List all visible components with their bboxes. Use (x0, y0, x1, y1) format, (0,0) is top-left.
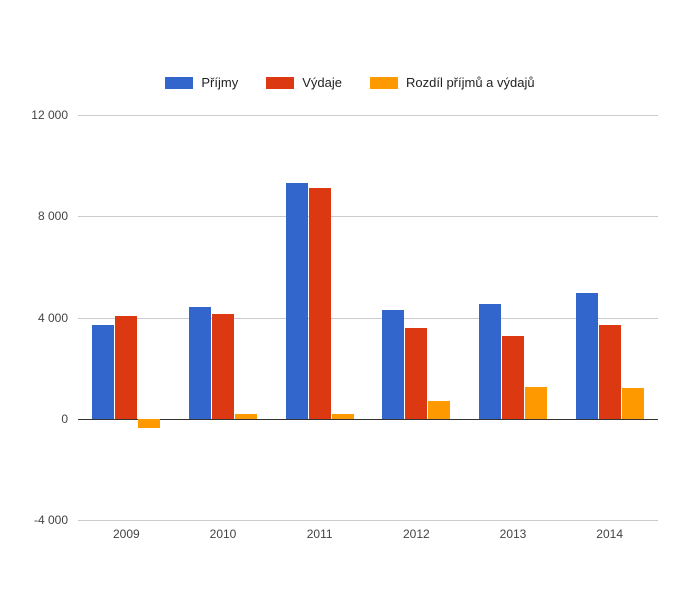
bar (502, 336, 524, 418)
y-axis-tick-label: 4 000 (8, 311, 68, 325)
baseline (78, 419, 658, 420)
bar (189, 307, 211, 418)
bar (332, 414, 354, 419)
y-axis-tick-label: 8 000 (8, 209, 68, 223)
x-axis-tick-label: 2011 (307, 527, 333, 541)
bar (428, 401, 450, 419)
x-axis-tick-label: 2009 (113, 527, 140, 541)
chart-legend: Příjmy Výdaje Rozdíl příjmů a výdajů (0, 75, 700, 90)
bar (309, 188, 331, 418)
x-axis-tick-label: 2014 (596, 527, 623, 541)
bar (479, 304, 501, 419)
gridline (78, 318, 658, 319)
gridline (78, 520, 658, 521)
bar (599, 325, 621, 419)
legend-swatch (165, 77, 193, 89)
legend-item: Výdaje (266, 75, 342, 90)
bar (212, 314, 234, 419)
x-axis-tick-label: 2010 (210, 527, 237, 541)
gridline (78, 115, 658, 116)
x-axis-tick-label: 2012 (403, 527, 430, 541)
y-axis-tick-label: 12 000 (8, 108, 68, 122)
gridline (78, 216, 658, 217)
bar (235, 414, 257, 419)
bar (382, 310, 404, 419)
x-axis-tick-label: 2013 (500, 527, 527, 541)
legend-label: Příjmy (201, 75, 238, 90)
bar (622, 388, 644, 418)
legend-label: Rozdíl příjmů a výdajů (406, 75, 535, 90)
legend-item: Příjmy (165, 75, 238, 90)
legend-swatch (370, 77, 398, 89)
bar (525, 387, 547, 419)
y-axis-tick-label: 0 (8, 412, 68, 426)
chart-container: Příjmy Výdaje Rozdíl příjmů a výdajů -4 00… (0, 0, 700, 600)
bar (576, 293, 598, 418)
legend-label: Výdaje (302, 75, 342, 90)
bar (405, 328, 427, 419)
bar (115, 316, 137, 419)
bar (138, 419, 160, 428)
bar (92, 325, 114, 419)
y-axis-tick-label: -4 000 (8, 513, 68, 527)
legend-item: Rozdíl příjmů a výdajů (370, 75, 535, 90)
legend-swatch (266, 77, 294, 89)
chart-plot-area: -4 00004 0008 00012 00020092010201120122… (78, 115, 658, 520)
bar (286, 183, 308, 418)
